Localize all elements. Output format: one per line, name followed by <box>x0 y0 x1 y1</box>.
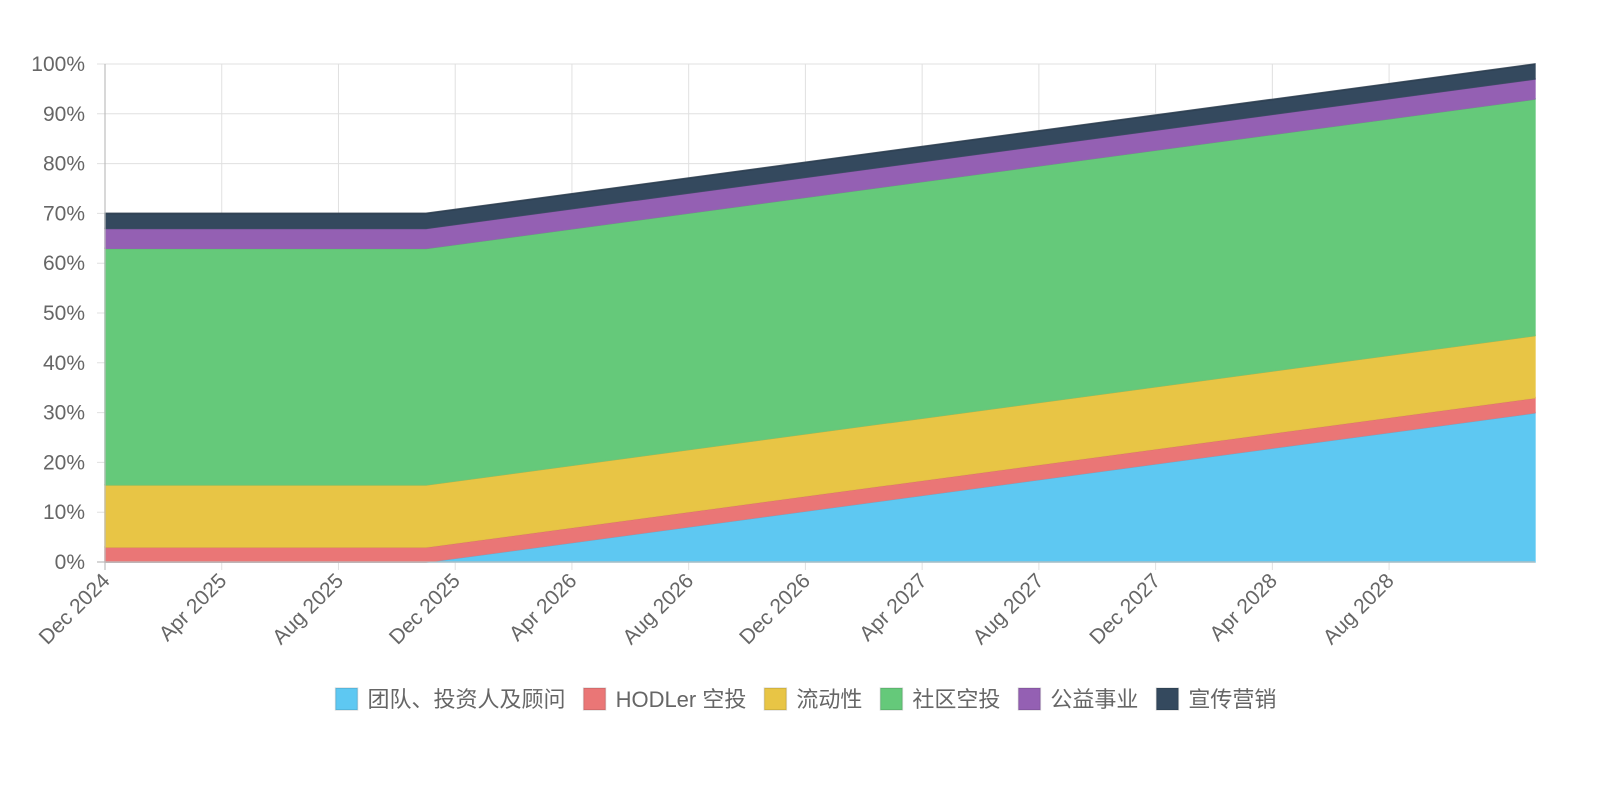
y-tick-label: 40% <box>43 352 85 375</box>
legend-label: 社区空投 <box>912 687 1000 712</box>
legend-item[interactable]: 团队、投资人及顾问 <box>334 687 566 712</box>
legend-swatch <box>763 687 788 711</box>
x-tick-label: Dec 2026 <box>735 569 815 649</box>
legend-label: 宣传营销 <box>1188 687 1276 712</box>
x-tick-label: Dec 2025 <box>385 569 465 649</box>
y-tick-label: 50% <box>43 302 85 325</box>
x-tick-label: Dec 2027 <box>1085 569 1165 649</box>
legend-label: 团队、投资人及顾问 <box>368 687 566 712</box>
x-tick-label: Aug 2025 <box>268 569 348 649</box>
x-tick-label: Aug 2028 <box>1319 569 1399 649</box>
legend-item[interactable]: 社区空投 <box>879 687 1000 712</box>
x-tick-label: Apr 2028 <box>1205 569 1282 646</box>
y-tick-label: 60% <box>43 252 85 275</box>
x-tick-label: Aug 2026 <box>618 569 698 649</box>
legend-swatch <box>879 687 904 711</box>
y-tick-label: 100% <box>31 53 85 76</box>
x-tick-label: Apr 2026 <box>505 569 582 646</box>
x-tick-label: Apr 2027 <box>855 569 932 646</box>
y-tick-label: 0% <box>55 551 85 574</box>
legend-label: 公益事业 <box>1050 687 1138 712</box>
y-tick-label: 80% <box>43 153 85 176</box>
legend-item[interactable]: 宣传营销 <box>1155 687 1276 712</box>
legend-label: HODLer 空投 <box>616 687 747 712</box>
legend-item[interactable]: HODLer 空投 <box>582 687 747 712</box>
x-tick-label: Apr 2025 <box>155 569 232 646</box>
series-line <box>105 63 1536 215</box>
y-tick-label: 20% <box>43 451 85 474</box>
legend-swatch <box>1155 687 1180 711</box>
legend-swatch <box>1017 687 1042 711</box>
y-tick-label: 30% <box>43 402 85 425</box>
legend-item[interactable]: 公益事业 <box>1017 687 1138 712</box>
x-tick-label: Aug 2027 <box>969 569 1049 649</box>
series-areas <box>104 63 1536 563</box>
legend-item[interactable]: 流动性 <box>763 687 862 712</box>
legend: 团队、投资人及顾问 HODLer 空投 流动性 社区空投 公益事业 宣传营销 <box>334 687 1276 712</box>
legend-swatch <box>582 687 607 711</box>
y-tick-label: 90% <box>43 103 85 126</box>
y-tick-label: 70% <box>43 202 85 225</box>
x-tick-label: Dec 2024 <box>35 569 115 649</box>
y-tick-label: 10% <box>43 501 85 524</box>
legend-swatch <box>334 687 359 711</box>
legend-label: 流动性 <box>796 687 862 712</box>
